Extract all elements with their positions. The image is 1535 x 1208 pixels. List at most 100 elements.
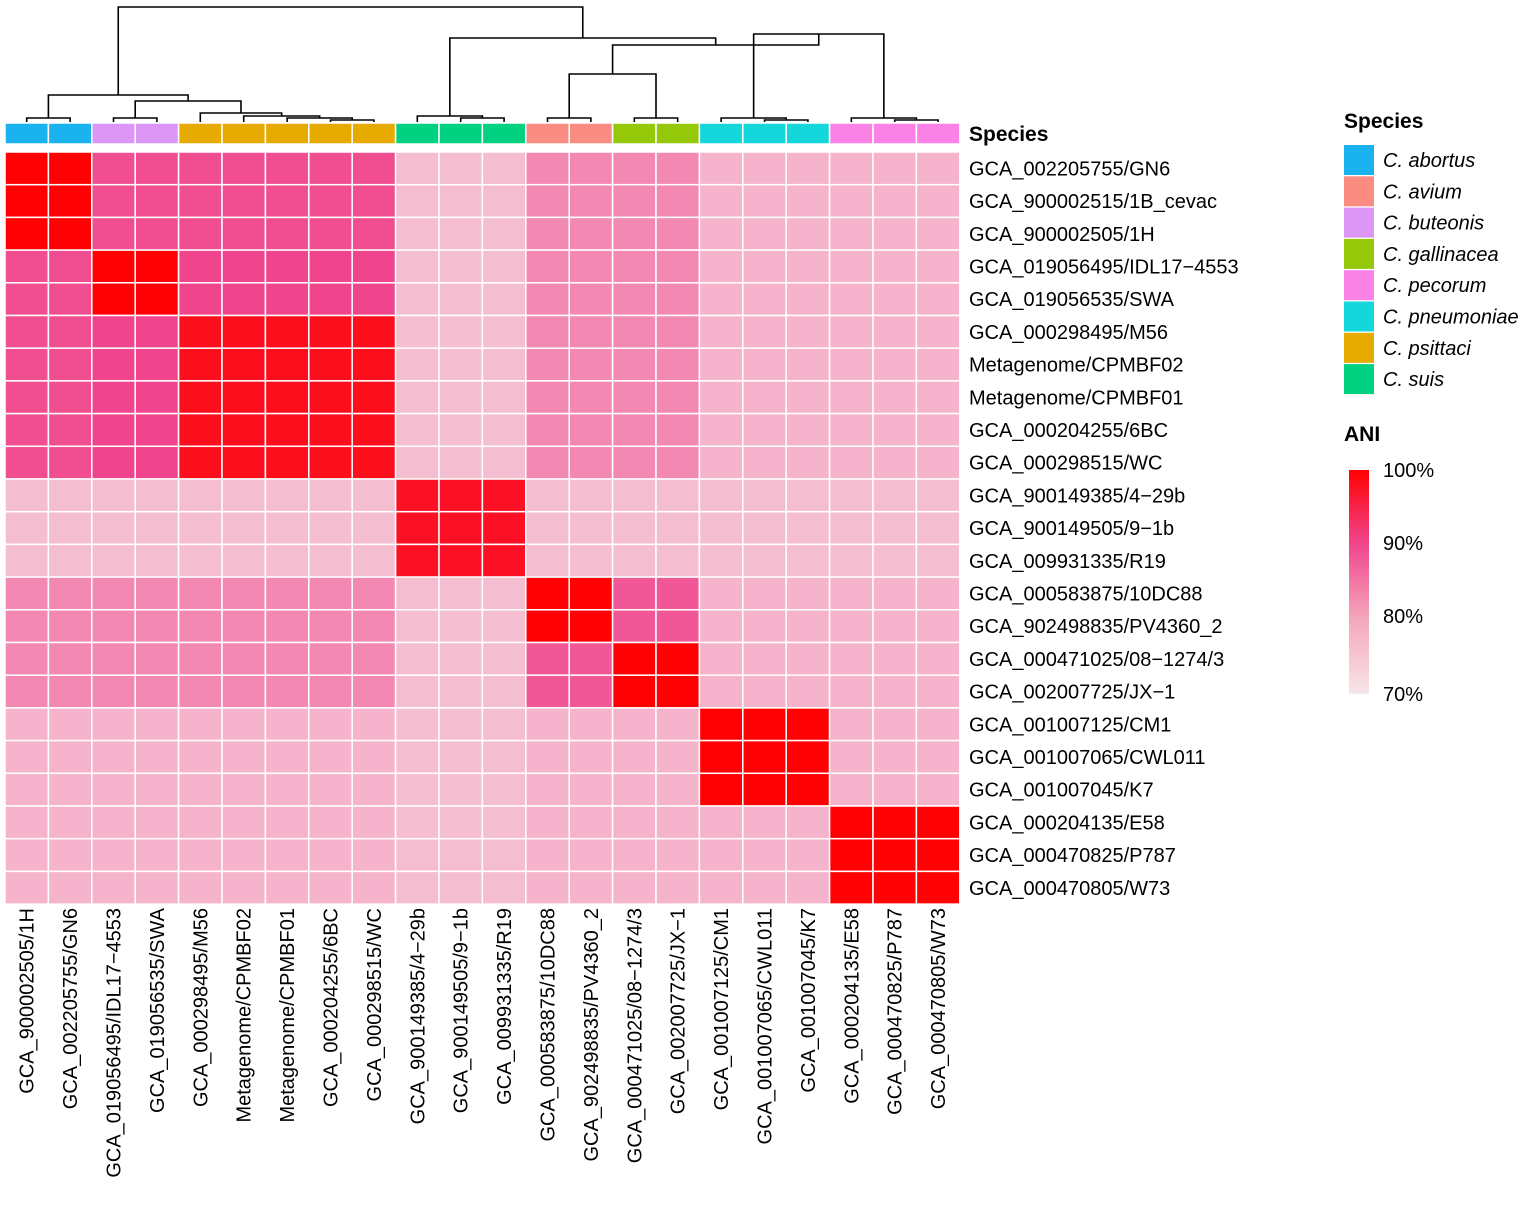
heatmap-cell: [568, 249, 614, 284]
heatmap-cell: [915, 772, 961, 807]
heatmap-cell: [872, 445, 918, 480]
heatmap-cell: [655, 478, 701, 513]
species-annotation-cell: [264, 122, 310, 145]
dendrogram-branch: [633, 117, 679, 122]
heatmap-cell: [221, 183, 267, 219]
heatmap-cell: [47, 576, 93, 611]
heatmap-cell: [438, 543, 484, 578]
heatmap-cell: [47, 837, 93, 873]
species-annotation-cell: [785, 122, 831, 145]
heatmap-cell: [438, 772, 484, 807]
heatmap-cell: [785, 609, 831, 644]
heatmap-cell: [568, 543, 614, 578]
heatmap-cell: [568, 151, 614, 186]
heatmap-cell: [525, 445, 570, 480]
heatmap-cell: [4, 576, 50, 611]
heatmap-cell: [438, 870, 484, 905]
heatmap-cell: [481, 707, 527, 742]
heatmap-cell: [525, 576, 570, 611]
heatmap-cell: [438, 151, 484, 186]
heatmap-cell: [655, 282, 701, 317]
heatmap-cell: [611, 380, 657, 415]
heatmap-cell: [308, 445, 353, 480]
heatmap-cell: [655, 347, 701, 382]
heatmap-cell: [264, 674, 310, 709]
heatmap-cell: [438, 412, 484, 448]
heatmap-cell: [611, 510, 657, 546]
color-scale-bar: [1349, 470, 1369, 694]
heatmap-cell: [611, 674, 657, 709]
heatmap-cell: [438, 805, 484, 840]
heatmap-cell: [394, 510, 440, 546]
heatmap-cell: [221, 609, 267, 644]
legend-label: C. psittaci: [1383, 338, 1471, 360]
heatmap-cell: [91, 837, 136, 873]
heatmap-cell: [91, 870, 136, 905]
heatmap-cell: [611, 576, 657, 611]
legend-swatch: [1344, 207, 1374, 238]
heatmap-cell: [481, 347, 527, 382]
heatmap-cell: [481, 510, 527, 546]
heatmap-cell: [915, 805, 961, 840]
heatmap-cell: [394, 380, 440, 415]
legend-swatch: [1344, 238, 1374, 269]
heatmap-cell: [177, 674, 223, 709]
heatmap-cell: [4, 641, 50, 676]
column-label: GCA_900149505/9−1b: [451, 908, 473, 1113]
heatmap-cell: [351, 543, 397, 578]
heatmap-cell: [221, 412, 267, 448]
heatmap-cell: [47, 772, 93, 807]
heatmap-cell: [91, 674, 136, 709]
heatmap-cell: [568, 609, 614, 644]
heatmap-cell: [481, 478, 527, 513]
heatmap-cell: [915, 347, 961, 382]
heatmap-cell: [481, 739, 527, 775]
heatmap-cell: [221, 282, 267, 317]
heatmap-cell: [742, 347, 787, 382]
annotation-label: Species: [969, 123, 1048, 146]
heatmap-cell: [91, 772, 136, 807]
heatmap-cell: [481, 805, 527, 840]
heatmap-cell: [221, 543, 267, 578]
species-annotation-cell: [47, 122, 93, 145]
heatmap-cell: [47, 543, 93, 578]
row-label: Metagenome/CPMBF02: [969, 355, 1184, 377]
heatmap-cell: [438, 609, 484, 644]
heatmap-cell: [351, 576, 397, 611]
dendrogram-branch: [25, 117, 71, 122]
heatmap-cell: [698, 576, 744, 611]
heatmap-cell: [481, 183, 527, 219]
heatmap-cell: [91, 478, 136, 513]
heatmap-cell: [4, 282, 50, 317]
row-label: Metagenome/CPMBF01: [969, 387, 1184, 409]
heatmap-cell: [394, 478, 440, 513]
heatmap-cell: [698, 609, 744, 644]
species-annotation-cell: [742, 122, 787, 145]
heatmap-cell: [611, 772, 657, 807]
heatmap-cell: [134, 510, 180, 546]
heatmap-cell: [394, 576, 440, 611]
heatmap-cell: [221, 216, 267, 251]
heatmap-cell: [351, 641, 397, 676]
heatmap-cell: [872, 707, 918, 742]
heatmap-cell: [611, 249, 657, 284]
heatmap-cell: [351, 739, 397, 775]
heatmap-cell: [611, 412, 657, 448]
heatmap-cell: [264, 249, 310, 284]
heatmap-cell: [611, 478, 657, 513]
heatmap-cell: [568, 641, 614, 676]
heatmap-cell: [4, 739, 50, 775]
column-label: GCA_000471025/08−1274/3: [624, 908, 646, 1163]
heatmap-cell: [525, 347, 570, 382]
heatmap-cell: [91, 609, 136, 644]
heatmap-cell: [4, 837, 50, 873]
species-annotation-cell: [91, 122, 136, 145]
species-legend: C. abortus C. avium C. buteonis C. gallinac…: [1344, 145, 1519, 395]
heatmap-cell: [655, 837, 701, 873]
heatmap-cell: [4, 445, 50, 480]
heatmap-cell: [785, 151, 831, 186]
heatmap-cell: [872, 837, 918, 873]
heatmap-cell: [525, 543, 570, 578]
heatmap-cell: [915, 707, 961, 742]
heatmap-cell: [655, 707, 701, 742]
